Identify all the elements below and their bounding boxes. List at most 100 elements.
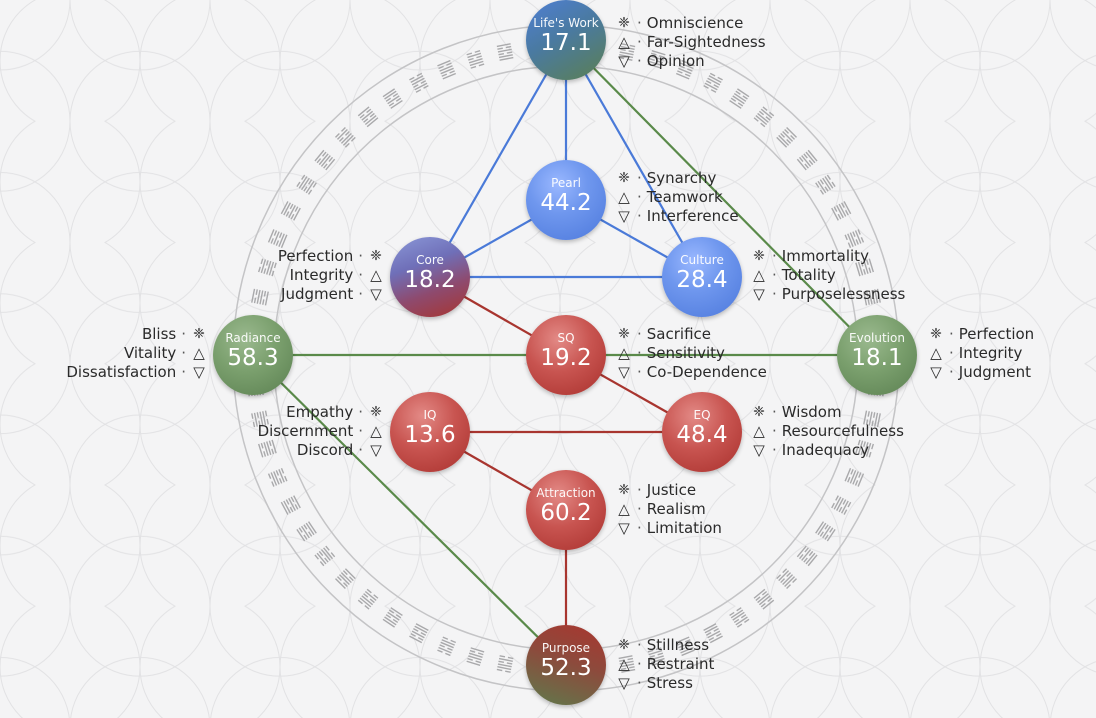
node-attraction[interactable]: Attraction 60.2 — [526, 470, 606, 550]
attribute-down: Judgment — [958, 363, 1031, 381]
snowflake-icon: ❈ — [618, 15, 630, 31]
triangle-up-icon: △ — [618, 33, 630, 51]
attributes-core: Perfection · ❈ Integrity · △ Judgment · ▽ — [278, 247, 384, 304]
snowflake-icon: ❈ — [618, 170, 630, 186]
triangle-down-icon: ▽ — [618, 519, 630, 537]
node-label: Purpose — [541, 641, 591, 655]
triangle-up-icon: △ — [930, 344, 942, 362]
snowflake-icon: ❈ — [618, 326, 630, 342]
node-value: 58.3 — [227, 345, 279, 371]
node-value: 19.2 — [540, 345, 592, 371]
triangle-up-icon: △ — [618, 655, 630, 673]
triangle-down-icon: ▽ — [753, 441, 765, 459]
node-value: 44.2 — [540, 190, 592, 216]
node-value: 52.3 — [540, 655, 592, 681]
triangle-up-icon: △ — [618, 344, 630, 362]
attribute-up: Teamwork — [646, 188, 723, 206]
snowflake-icon: ❈ — [370, 404, 382, 420]
attribute-primary: Empathy — [286, 403, 354, 421]
triangle-up-icon: △ — [193, 344, 205, 362]
attribute-primary: Justice — [646, 481, 697, 499]
node-label: Radiance — [225, 331, 281, 345]
snowflake-icon: ❈ — [930, 326, 942, 342]
attribute-down: Dissatisfaction — [66, 363, 177, 381]
attributes-eq: ❈ · Wisdom △ · Resourcefulness ▽ · Inadequacy — [751, 403, 904, 460]
attribute-primary: Perfection — [958, 325, 1035, 343]
attributes-lifes-work: ❈ · Omniscience △ · Far-Sightedness ▽ · Opinio… — [616, 14, 765, 71]
node-value: 17.1 — [540, 30, 592, 56]
node-iq[interactable]: IQ 13.6 — [390, 392, 470, 472]
attribute-up: Vitality — [123, 344, 177, 362]
triangle-down-icon: ▽ — [618, 52, 630, 70]
attribute-primary: Immortality — [781, 247, 869, 265]
node-value: 18.2 — [404, 267, 456, 293]
triangle-down-icon: ▽ — [930, 363, 942, 381]
attributes-attraction: ❈ · Justice △ · Realism ▽ · Limitation — [616, 481, 722, 538]
node-value: 18.1 — [851, 345, 903, 371]
node-label: Life's Work — [533, 16, 599, 30]
attribute-primary: Perfection — [277, 247, 354, 265]
triangle-down-icon: ▽ — [618, 363, 630, 381]
node-culture[interactable]: Culture 28.4 — [662, 237, 742, 317]
attribute-up: Integrity — [289, 266, 354, 284]
node-label: Pearl — [551, 176, 581, 190]
snowflake-icon: ❈ — [370, 248, 382, 264]
attribute-up: Resourcefulness — [781, 422, 904, 440]
snowflake-icon: ❈ — [753, 404, 765, 420]
node-pearl[interactable]: Pearl 44.2 — [526, 160, 606, 240]
triangle-down-icon: ▽ — [370, 441, 382, 459]
triangle-down-icon: ▽ — [193, 363, 205, 381]
node-core[interactable]: Core 18.2 — [390, 237, 470, 317]
attribute-up: Sensitivity — [646, 344, 725, 362]
triangle-up-icon: △ — [753, 422, 765, 440]
node-value: 13.6 — [404, 422, 456, 448]
triangle-down-icon: ▽ — [618, 674, 630, 692]
node-label: Culture — [680, 253, 724, 267]
attributes-purpose: ❈ · Stillness △ · Restraint ▽ · Stress — [616, 636, 714, 693]
triangle-down-icon: ▽ — [753, 285, 765, 303]
node-label: Attraction — [536, 486, 596, 500]
attribute-down: Co-Dependence — [646, 363, 767, 381]
node-lifes-work[interactable]: Life's Work 17.1 — [526, 0, 606, 80]
node-evolution[interactable]: Evolution 18.1 — [837, 315, 917, 395]
node-label: IQ — [423, 408, 437, 422]
node-value: 28.4 — [676, 267, 728, 293]
attribute-down: Limitation — [646, 519, 722, 537]
node-value: 60.2 — [540, 500, 592, 526]
attributes-iq: Empathy · ❈ Discernment · △ Discord · ▽ — [258, 403, 384, 460]
attribute-down: Opinion — [646, 52, 705, 70]
snowflake-icon: ❈ — [618, 482, 630, 498]
attribute-primary: Sacrifice — [646, 325, 711, 343]
triangle-up-icon: △ — [618, 500, 630, 518]
attribute-up: Totality — [781, 266, 836, 284]
attribute-down: Interference — [646, 207, 739, 225]
node-label: Evolution — [849, 331, 905, 345]
node-label: Core — [416, 253, 444, 267]
attributes-sq: ❈ · Sacrifice △ · Sensitivity ▽ · Co-Dependenc… — [616, 325, 767, 382]
snowflake-icon: ❈ — [618, 637, 630, 653]
attribute-up: Discernment — [257, 422, 354, 440]
attributes-pearl: ❈ · Synarchy △ · Teamwork ▽ · Interference — [616, 169, 739, 226]
attribute-primary: Wisdom — [781, 403, 842, 421]
attributes-radiance: Bliss · ❈ Vitality · △ Dissatisfaction · ▽ — [66, 325, 207, 382]
node-purpose[interactable]: Purpose 52.3 — [526, 625, 606, 705]
triangle-up-icon: △ — [370, 422, 382, 440]
triangle-down-icon: ▽ — [370, 285, 382, 303]
node-eq[interactable]: EQ 48.4 — [662, 392, 742, 472]
triangle-up-icon: △ — [370, 266, 382, 284]
attribute-primary: Omniscience — [646, 14, 744, 32]
snowflake-icon: ❈ — [753, 248, 765, 264]
attribute-down: Inadequacy — [781, 441, 869, 459]
attribute-down: Discord — [296, 441, 354, 459]
attribute-primary: Bliss — [141, 325, 177, 343]
node-label: SQ — [557, 331, 575, 345]
node-sq[interactable]: SQ 19.2 — [526, 315, 606, 395]
node-value: 48.4 — [676, 422, 728, 448]
attributes-culture: ❈ · Immortality △ · Totality ▽ · Purposelessne… — [751, 247, 905, 304]
attribute-primary: Stillness — [646, 636, 710, 654]
attribute-primary: Synarchy — [646, 169, 717, 187]
triangle-down-icon: ▽ — [618, 207, 630, 225]
node-radiance[interactable]: Radiance 58.3 — [213, 315, 293, 395]
attribute-up: Restraint — [646, 655, 715, 673]
snowflake-icon: ❈ — [193, 326, 205, 342]
